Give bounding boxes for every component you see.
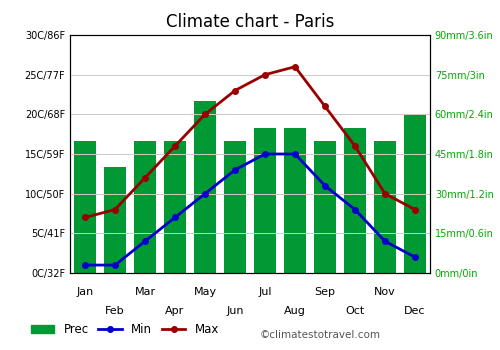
Bar — [224, 141, 246, 273]
Text: Jun: Jun — [226, 306, 244, 316]
Text: May: May — [194, 287, 216, 297]
Text: ©climatestotravel.com: ©climatestotravel.com — [260, 329, 381, 340]
Bar — [254, 127, 276, 273]
Bar — [104, 167, 126, 273]
Title: Climate chart - Paris: Climate chart - Paris — [166, 13, 334, 31]
Bar — [74, 141, 96, 273]
Text: Oct: Oct — [346, 306, 364, 316]
Text: Aug: Aug — [284, 306, 306, 316]
Bar — [134, 141, 156, 273]
Bar — [404, 114, 426, 273]
Bar — [344, 127, 366, 273]
Text: Feb: Feb — [105, 306, 125, 316]
Bar — [314, 141, 336, 273]
Bar — [284, 127, 306, 273]
Bar — [194, 101, 216, 273]
Text: Jan: Jan — [76, 287, 94, 297]
Text: Mar: Mar — [134, 287, 156, 297]
Bar — [374, 141, 396, 273]
Legend: Prec, Min, Max: Prec, Min, Max — [26, 318, 224, 341]
Text: Apr: Apr — [166, 306, 184, 316]
Text: Nov: Nov — [374, 287, 396, 297]
Text: Sep: Sep — [314, 287, 336, 297]
Text: Jul: Jul — [258, 287, 272, 297]
Text: Dec: Dec — [404, 306, 426, 316]
Bar — [164, 141, 186, 273]
